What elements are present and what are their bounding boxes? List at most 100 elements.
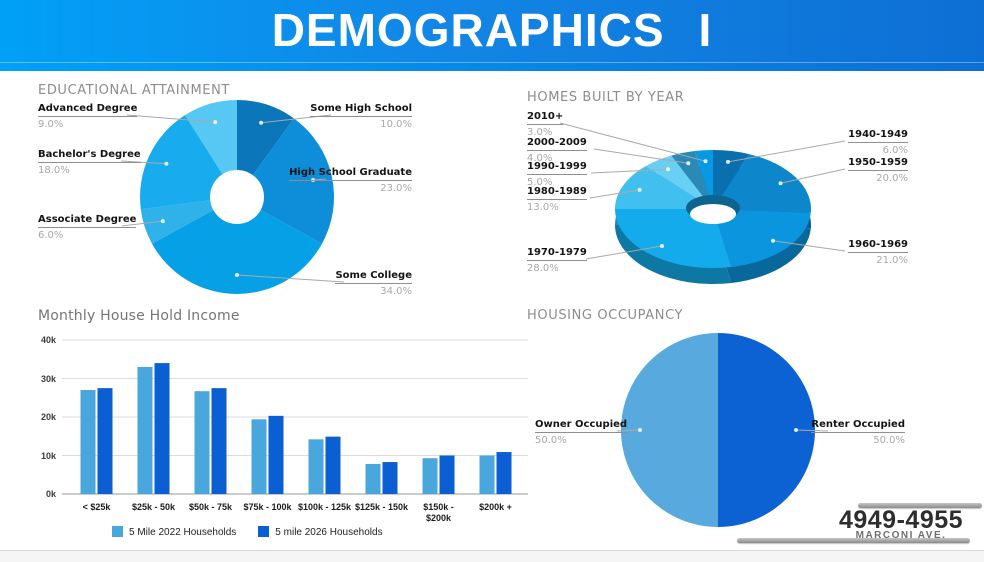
callout-label: Owner Occupied: [535, 419, 628, 433]
section-title-monthly-household-income: Monthly House Hold Income: [38, 308, 240, 324]
callout-advanced-degree: Advanced Degree 9.0%: [38, 103, 138, 130]
legend-label: 5 mile 2026 Households: [275, 527, 383, 538]
bar-5-mile-2026-households-25k: [97, 388, 113, 494]
address-number: 4949-4955: [838, 506, 964, 534]
callout-percentage: 50.0%: [535, 434, 567, 446]
section-title-educational-attainment: EDUCATIONAL ATTAINMENT: [38, 83, 230, 98]
callout-1990-1999: 1990-1999 5.0%: [527, 161, 587, 188]
legend-item-5-mile-2026-households: 5 mile 2026 Households: [258, 526, 383, 538]
callout-label: Advanced Degree: [38, 103, 138, 117]
callout-associate-degree: Associate Degree 6.0%: [38, 214, 137, 241]
slice-marker-dot: [638, 428, 642, 432]
callout-label: 1980-1989: [527, 186, 587, 200]
callout-1980-1989: 1980-1989 13.0%: [527, 186, 587, 213]
callout-1940-1949: 1940-1949 6.0%: [848, 129, 908, 156]
legend-swatch: [112, 526, 123, 537]
pie3d-hole: [690, 204, 736, 224]
bar-5-mile-2026-households-125k-150k: [382, 462, 398, 494]
callout-percentage: 28.0%: [527, 262, 559, 274]
bar-5-mile-2022-households-25k-50k: [137, 366, 153, 494]
donut-hole: [210, 170, 264, 224]
bar-5-mile-2026-households-50k-75k: [211, 388, 227, 494]
slice-marker-dot: [164, 161, 169, 166]
page-title-numeral: I: [698, 4, 713, 56]
page-header: DEMOGRAPHICS I: [0, 0, 984, 62]
address-divider-bottom: [737, 538, 970, 543]
x-axis-label-25k: < $25k: [82, 502, 111, 512]
bar-5-mile-2022-households-200k: [479, 455, 495, 494]
callout-label: Some High School: [310, 103, 412, 117]
housing-occupancy-pie: [621, 333, 815, 527]
x-axis-label-100k-125k: $100k - 125k: [297, 502, 352, 512]
callout-some-high-school: Some High School 10.0%: [310, 103, 412, 130]
y-axis-tick: 30k: [40, 373, 56, 384]
slice-marker-dot: [703, 159, 708, 164]
callout-percentage: 6.0%: [882, 144, 908, 156]
bar-5-mile-2022-households-25k: [80, 390, 96, 494]
slice-marker-dot: [726, 159, 730, 164]
callout-2010: 2010+ 3.0%: [527, 111, 564, 138]
slice-marker-dot: [794, 428, 798, 432]
legend-item-5-mile-2022-households: 5 Mile 2022 Households: [112, 526, 236, 538]
slice-marker-dot: [235, 273, 239, 277]
callout-label: Bachelor's Degree: [38, 149, 141, 163]
slice-marker-dot: [660, 244, 664, 248]
callout-label: 1960-1969: [848, 239, 908, 253]
bar-5-mile-2022-households-75k-100k: [251, 419, 267, 494]
slice-marker-dot: [771, 238, 775, 243]
page-title: DEMOGRAPHICS I: [0, 0, 984, 60]
callout-2000-2009: 2000-2009 4.0%: [527, 137, 587, 164]
slice-marker-dot: [160, 219, 165, 224]
callout-label: 2010+: [527, 111, 564, 125]
callout-percentage: 13.0%: [527, 201, 559, 213]
header-accent-strip: [0, 62, 984, 71]
callout-percentage: 5.0%: [527, 176, 553, 188]
x-axis-label-125k-150k: $125k - 150k: [354, 502, 409, 512]
y-axis-tick: 20k: [40, 412, 56, 422]
income-bar-chart: [62, 339, 528, 495]
y-axis-tick: 10k: [40, 450, 56, 461]
slice-marker-dot: [686, 161, 691, 166]
callout-label: 1990-1999: [527, 161, 587, 175]
callout-1960-1969: 1960-1969 21.0%: [848, 239, 908, 266]
bar-5-mile-2026-households-200k: [496, 452, 512, 494]
slice-marker-dot: [778, 181, 783, 186]
educational-attainment-pie: [140, 99, 334, 294]
callout-percentage: 50.0%: [873, 434, 905, 446]
slice-marker-dot: [259, 120, 264, 125]
x-axis-label-50k-75k: $50k - 75k: [188, 502, 233, 512]
callout-high-school-graduate: High School Graduate 23.0%: [289, 167, 412, 194]
callout-percentage: 21.0%: [876, 254, 908, 266]
homes-built-by-year-pie: [615, 149, 811, 285]
slice-marker-dot: [213, 120, 218, 125]
callout-label: Associate Degree: [38, 214, 137, 228]
callout-label: 1950-1959: [848, 157, 908, 171]
leader-lines: [120, 114, 846, 432]
x-axis-label-75k-100k: $75k - 100k: [243, 502, 292, 512]
bar-5-mile-2022-households-125k-150k: [365, 463, 381, 494]
callout-percentage: 23.0%: [380, 182, 412, 194]
callout-percentage: 3.0%: [527, 126, 553, 138]
callout-percentage: 6.0%: [38, 229, 64, 241]
x-axis-label-150k-200k: $150k - $200k: [423, 502, 454, 524]
callout-label: 1940-1949: [848, 129, 908, 143]
callout-percentage: 4.0%: [527, 152, 553, 164]
section-title-housing-occupancy: HOUSING OCCUPANCY: [527, 308, 684, 323]
address-divider-top: [858, 503, 982, 508]
bar-5-mile-2022-households-150k-200k: [422, 458, 438, 494]
callout-percentage: 9.0%: [38, 118, 64, 130]
callout-percentage: 20.0%: [876, 172, 908, 184]
footer-bar: [0, 550, 984, 562]
bar-5-mile-2026-households-150k-200k: [439, 455, 455, 494]
bar-5-mile-2022-households-50k-75k: [194, 391, 210, 494]
legend-swatch: [258, 526, 270, 537]
bar-5-mile-2022-households-100k-125k: [308, 439, 324, 494]
callout-percentage: 34.0%: [380, 285, 412, 297]
callout-renter-occupied: Renter Occupied 50.0%: [811, 419, 905, 446]
callout-percentage: 18.0%: [38, 164, 70, 176]
callout-label: 1970-1979: [527, 247, 587, 261]
callout-bachelor-s-degree: Bachelor's Degree 18.0%: [38, 149, 141, 176]
bar-5-mile-2026-households-25k-50k: [154, 363, 170, 494]
bar-5-mile-2026-households-75k-100k: [268, 415, 284, 494]
